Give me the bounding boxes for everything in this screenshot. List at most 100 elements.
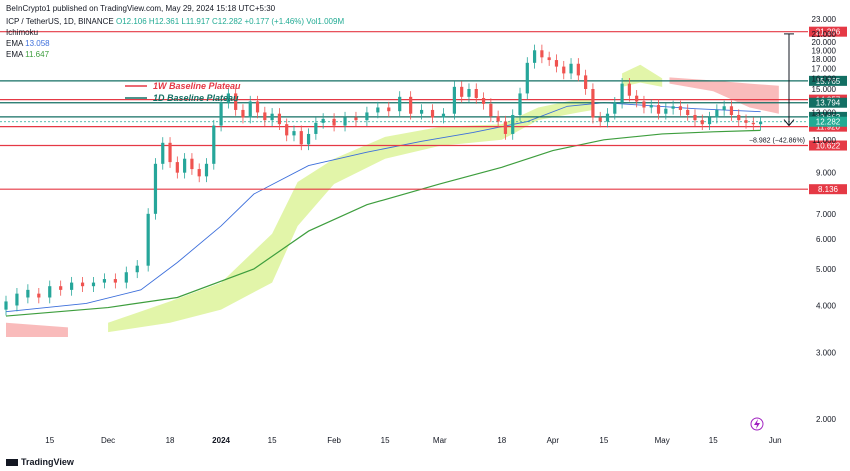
level-price-label: 13.794 bbox=[816, 99, 841, 108]
candle-body bbox=[642, 101, 646, 108]
candle-body bbox=[547, 57, 551, 61]
candle-body bbox=[744, 120, 748, 123]
tradingview-wordmark: TradingView bbox=[21, 457, 74, 467]
candle-body bbox=[190, 158, 194, 170]
ohlc-high: H12.361 bbox=[148, 17, 180, 26]
x-tick-label: Feb bbox=[327, 436, 341, 445]
level-price-tag bbox=[809, 140, 847, 151]
price-axis[interactable]: 23.000 21.00020.00019.00018.00017.00016.0… bbox=[812, 15, 837, 424]
y-tick-label: 5.000 bbox=[816, 265, 837, 274]
x-tick-label: Apr bbox=[547, 436, 560, 445]
y-tick-label: 16.000 bbox=[812, 74, 837, 83]
level-price-label: 10.622 bbox=[816, 142, 841, 151]
candle-body bbox=[496, 116, 500, 122]
y-tick-label: 7.000 bbox=[816, 210, 837, 219]
legend-entry: 1W Baseline Plateau bbox=[153, 81, 241, 91]
level-price-label: 11.920 bbox=[816, 123, 840, 132]
candle-body bbox=[299, 131, 303, 145]
ohlc-open: O12.106 bbox=[115, 17, 147, 26]
candle-body bbox=[693, 114, 697, 121]
ema-1-label: EMA bbox=[6, 39, 23, 48]
candle-body bbox=[503, 121, 508, 134]
symbol-line: ICP / TetherUS, 1D, BINANCE O12.106 H12.… bbox=[6, 17, 344, 27]
legend-entry: 1D Baseline Plateau bbox=[153, 93, 239, 103]
ema-1-value: 13.058 bbox=[25, 39, 50, 48]
candle-body bbox=[37, 293, 41, 298]
candle-body bbox=[48, 286, 52, 298]
x-tick-label: 15 bbox=[381, 436, 390, 445]
projection-arrowhead bbox=[783, 119, 795, 127]
candle-body bbox=[474, 89, 478, 98]
indicator-ichimoku[interactable]: Ichimoku bbox=[6, 28, 39, 37]
current-price-label: 12.282 bbox=[816, 118, 841, 127]
candle-body bbox=[430, 109, 435, 118]
indicator-ema-1[interactable]: EMA 13.058 bbox=[6, 39, 50, 49]
y-tick-label: 21.000 bbox=[812, 30, 837, 39]
candle-body bbox=[671, 106, 675, 109]
ichimoku-cloud-bullish bbox=[108, 99, 593, 333]
candle-body bbox=[102, 279, 107, 283]
ema-2-label: EMA bbox=[6, 50, 23, 59]
y-tick-label: 4.000 bbox=[816, 301, 837, 310]
candle-body bbox=[722, 106, 726, 110]
candle-body bbox=[398, 96, 402, 112]
x-tick-label: 2024 bbox=[212, 436, 230, 445]
tradingview-icon bbox=[6, 459, 18, 467]
level-price-tag bbox=[809, 184, 847, 195]
candle-body bbox=[306, 133, 311, 145]
tradingview-logo[interactable]: TradingView bbox=[6, 457, 74, 467]
ema-2-value: 11.647 bbox=[25, 50, 50, 59]
candle-body bbox=[569, 63, 573, 74]
candle-body bbox=[168, 142, 172, 163]
y-tick-label: 3.000 bbox=[816, 349, 837, 358]
candle-body bbox=[460, 86, 464, 97]
candle-body bbox=[715, 109, 719, 118]
level-price-label: 8.136 bbox=[818, 185, 839, 194]
candle-body bbox=[707, 117, 712, 125]
candle-body bbox=[270, 113, 274, 121]
lightning-icon[interactable] bbox=[750, 417, 764, 431]
ohlc-change: +0.177 (+1.46%) bbox=[244, 17, 305, 26]
candle-body bbox=[365, 112, 369, 121]
symbol-title[interactable]: ICP / TetherUS, 1D, BINANCE bbox=[6, 17, 114, 26]
x-tick-label: Dec bbox=[101, 436, 115, 445]
candle-body bbox=[686, 109, 690, 115]
candle-body bbox=[183, 158, 187, 173]
x-tick-label: Jun bbox=[769, 436, 782, 445]
candle-body bbox=[153, 163, 158, 214]
candle-body bbox=[598, 117, 602, 122]
chart-legend: 1W Baseline Plateau 1D Baseline Plateau bbox=[125, 81, 241, 103]
candle-body bbox=[241, 109, 245, 118]
candle-body bbox=[759, 121, 763, 125]
candle-body bbox=[314, 122, 318, 134]
candle-body bbox=[70, 282, 74, 290]
candle-body bbox=[584, 75, 588, 90]
candle-body bbox=[26, 289, 30, 298]
candle-body bbox=[15, 293, 19, 306]
publisher-note: BeInCrypto1 published on TradingView.com… bbox=[6, 4, 276, 13]
candle-body bbox=[452, 86, 456, 114]
candle-body bbox=[678, 106, 683, 110]
candle-body bbox=[751, 122, 755, 125]
projection-arrow: −8.982 (−42.86%) bbox=[749, 33, 805, 145]
candle-body bbox=[605, 113, 610, 122]
candle-body bbox=[234, 93, 238, 110]
candle-body bbox=[591, 89, 595, 118]
candle-body bbox=[321, 118, 325, 123]
candle-body bbox=[576, 63, 580, 76]
candle-body bbox=[409, 96, 413, 114]
x-tick-label: 15 bbox=[45, 436, 54, 445]
candle-body bbox=[700, 120, 704, 125]
candle-body bbox=[80, 282, 85, 287]
candle-body bbox=[91, 282, 96, 287]
candle-body bbox=[737, 114, 741, 121]
y-tick-label: 6.000 bbox=[816, 235, 837, 244]
volume-value: Vol1.009M bbox=[306, 17, 345, 26]
indicator-ema-2[interactable]: EMA 11.647 bbox=[6, 50, 49, 60]
candlesticks bbox=[4, 44, 763, 316]
y-tick-label: 2.000 bbox=[816, 415, 837, 424]
time-axis[interactable]: 15 Dec 18 2024 15 Feb 15 Mar 18 Apr 15 May 15 Jun bbox=[45, 436, 781, 445]
ichimoku-cloud-bearish-early bbox=[6, 322, 68, 337]
